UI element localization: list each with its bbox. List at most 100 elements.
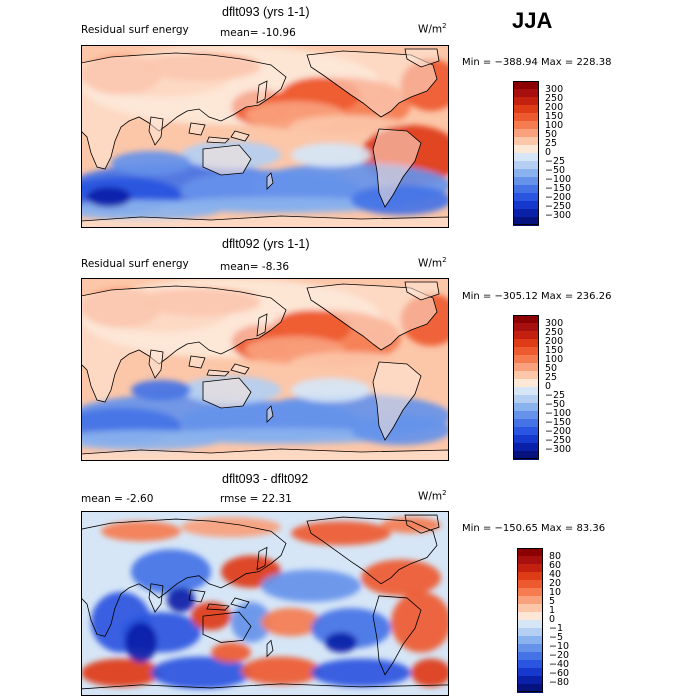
colorbar-tick-label: −5 <box>549 632 564 643</box>
field-contour <box>311 658 411 687</box>
coastline <box>256 80 268 104</box>
map-plot <box>81 45 449 228</box>
colorbar-swatch <box>513 193 539 202</box>
colorbar-swatch <box>517 596 543 605</box>
colorbar-swatch <box>513 347 539 356</box>
colorbar-swatch <box>513 97 539 106</box>
colorbar-tick-label: −50 <box>545 165 566 176</box>
field-contour <box>291 143 371 167</box>
colorbar-swatch <box>517 580 543 589</box>
colorbar-swatch <box>513 105 539 114</box>
colorbar-swatch <box>513 411 539 420</box>
colorbar-swatch <box>513 435 539 444</box>
colorbar-tick-label: 60 <box>549 560 562 571</box>
colorbar-swatch <box>513 217 539 226</box>
colorbar-tick-label: −1 <box>549 623 564 634</box>
colorbar-tick-label: 40 <box>549 569 562 580</box>
colorbar-tick-label: 100 <box>545 354 564 365</box>
colorbar-tick-label: 25 <box>545 138 558 149</box>
colorbar-tick-label: −150 <box>545 417 572 428</box>
coastline <box>202 377 252 409</box>
colorbar-tick-label: 250 <box>545 93 564 104</box>
colorbar-swatch <box>513 177 539 186</box>
season-label: JJA <box>512 8 553 33</box>
colorbar-tick-label: 100 <box>545 120 564 131</box>
colorbar-swatch <box>513 363 539 372</box>
coastline <box>404 514 440 534</box>
colorbar-tick-label: 50 <box>545 363 558 374</box>
panel-title: dflt092 (yrs 1-1) <box>222 237 310 251</box>
colorbar-swatch <box>513 403 539 412</box>
coastline <box>188 355 206 369</box>
field-contour <box>87 187 131 207</box>
coastline <box>148 583 164 613</box>
units-label: W/m2 <box>418 22 447 36</box>
field-label: Residual surf energy <box>81 24 189 36</box>
coastline <box>372 595 422 676</box>
field-contour <box>351 185 449 215</box>
colorbar-tick-label: 25 <box>545 372 558 383</box>
min-max-readout: Min = −150.65 Max = 83.36 <box>462 523 606 534</box>
coastline <box>206 369 230 377</box>
field-contour <box>181 517 281 538</box>
colorbar-tick-label: 0 <box>545 381 552 392</box>
colorbar-tick-label: 200 <box>545 102 564 113</box>
colorbar-swatch <box>513 209 539 218</box>
colorbar-swatch <box>513 137 539 146</box>
field-contour <box>261 569 361 602</box>
colorbar-tick-label: −200 <box>545 192 572 203</box>
colorbar-swatch <box>517 660 543 669</box>
field-contour <box>167 587 195 613</box>
mean-stat: mean= -10.96 <box>220 27 296 39</box>
colorbar-frame <box>513 81 539 225</box>
colorbar-tick-label: −10 <box>549 641 570 652</box>
coastline <box>230 597 250 609</box>
min-max-readout: Min = −305.12 Max = 236.26 <box>462 291 612 302</box>
map-frame <box>81 278 449 461</box>
coastline <box>372 128 422 208</box>
coastline <box>148 116 164 146</box>
field-contour <box>111 151 191 175</box>
colorbar-tick-label: −80 <box>549 677 570 688</box>
colorbar-tick-label: −150 <box>545 183 572 194</box>
colorbar-swatch <box>513 185 539 194</box>
colorbar-tick-label: 150 <box>545 345 564 356</box>
colorbar-frame <box>517 548 543 692</box>
units-label: W/m2 <box>418 489 447 503</box>
colorbar-tick-label: −25 <box>545 156 566 167</box>
coastline <box>81 518 287 637</box>
colorbar-tick-label: 300 <box>545 318 564 329</box>
coastline <box>256 313 268 337</box>
coastline <box>206 136 230 144</box>
coastline <box>256 546 268 571</box>
colorbar-tick-label: −25 <box>545 390 566 401</box>
coastline <box>404 281 440 301</box>
field-contour <box>261 608 321 637</box>
coastline <box>148 349 164 379</box>
rmse-stat: rmse = 22.31 <box>220 493 292 505</box>
colorbar-swatch <box>513 81 539 90</box>
colorbar-tick-label: 20 <box>549 578 562 589</box>
colorbar-tick-label: 0 <box>549 614 556 625</box>
colorbar-swatch <box>513 161 539 170</box>
colorbar-swatch <box>513 419 539 428</box>
map-frame <box>81 511 449 696</box>
coastline <box>230 363 250 375</box>
field-contour <box>325 632 357 653</box>
colorbar-tick-label: −20 <box>549 650 570 661</box>
field-contour <box>131 549 211 594</box>
coastline <box>230 130 250 142</box>
coastline <box>266 172 274 190</box>
colorbar-swatch <box>513 339 539 348</box>
units-label: W/m2 <box>418 256 447 270</box>
field-contour <box>361 559 441 596</box>
colorbar-swatch <box>513 169 539 178</box>
field-contour <box>231 601 271 643</box>
map-svg <box>81 278 449 461</box>
field-contour <box>381 517 441 534</box>
colorbar-swatch <box>517 556 543 565</box>
field-label: Residual surf energy <box>81 258 189 270</box>
colorbar-tick-label: 0 <box>545 147 552 158</box>
map-plot <box>81 278 449 461</box>
colorbar-swatch <box>513 331 539 340</box>
